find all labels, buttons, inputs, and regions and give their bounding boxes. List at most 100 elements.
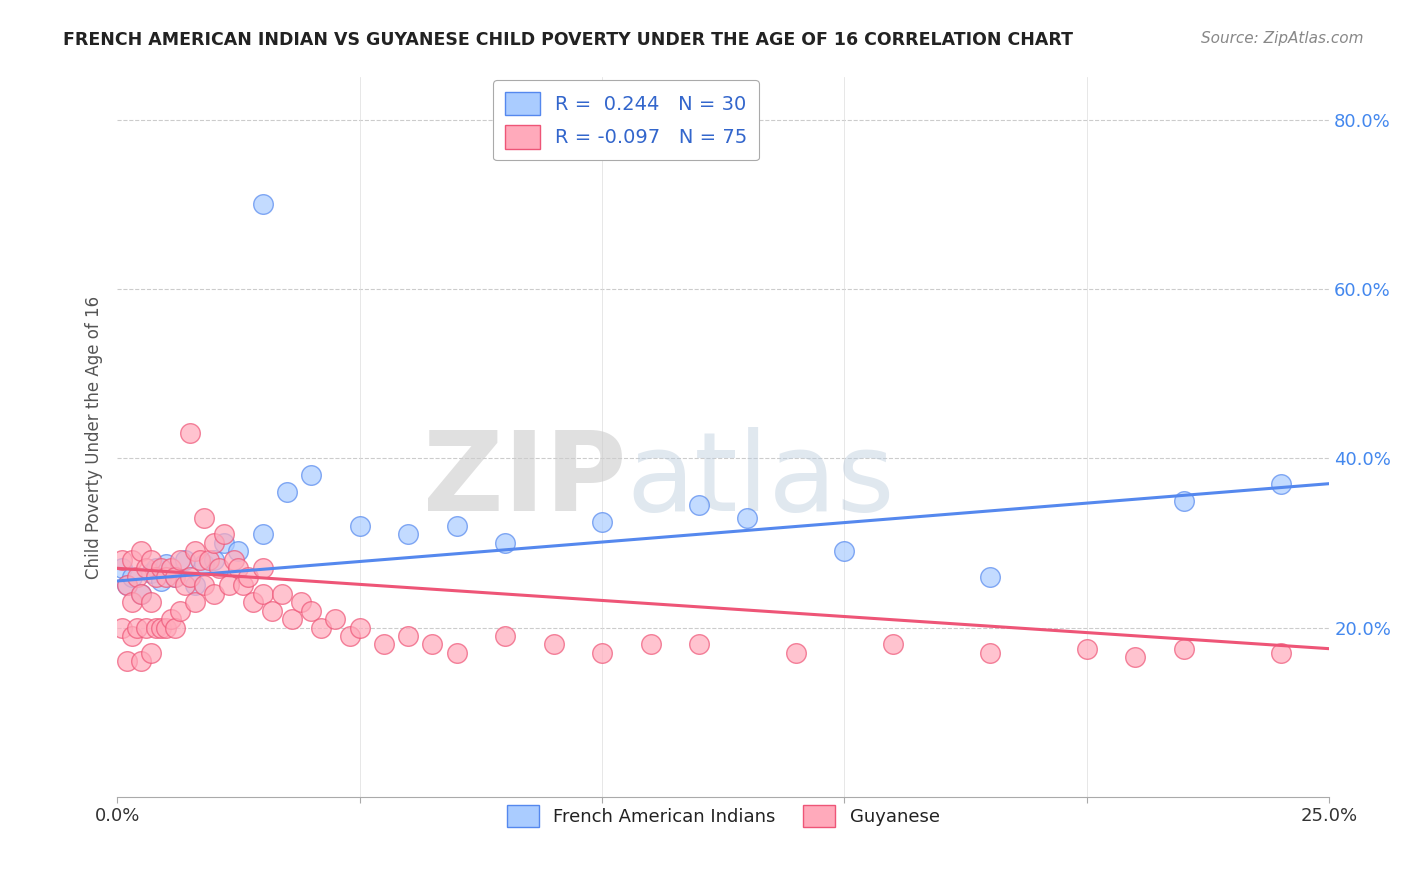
Point — [785, 646, 807, 660]
Point — [202, 536, 225, 550]
Point — [135, 561, 157, 575]
Point — [135, 621, 157, 635]
Point — [299, 468, 322, 483]
Point — [640, 637, 662, 651]
Point — [111, 561, 134, 575]
Point — [1270, 476, 1292, 491]
Point — [155, 570, 177, 584]
Point — [169, 604, 191, 618]
Point — [299, 604, 322, 618]
Point — [139, 595, 162, 609]
Point — [131, 544, 153, 558]
Point — [446, 519, 468, 533]
Point — [276, 485, 298, 500]
Point — [834, 544, 856, 558]
Point — [1173, 641, 1195, 656]
Point — [309, 621, 332, 635]
Point — [252, 587, 274, 601]
Point — [145, 561, 167, 575]
Point — [111, 621, 134, 635]
Point — [1173, 493, 1195, 508]
Point — [396, 629, 419, 643]
Point — [115, 578, 138, 592]
Point — [396, 527, 419, 541]
Point — [446, 646, 468, 660]
Point — [882, 637, 904, 651]
Point — [252, 527, 274, 541]
Point — [169, 553, 191, 567]
Point — [145, 621, 167, 635]
Point — [222, 553, 245, 567]
Point — [193, 557, 215, 571]
Point — [242, 595, 264, 609]
Point — [188, 553, 211, 567]
Point — [1076, 641, 1098, 656]
Point — [198, 553, 221, 567]
Point — [139, 553, 162, 567]
Point — [174, 553, 197, 567]
Point — [373, 637, 395, 651]
Point — [179, 425, 201, 440]
Point — [979, 646, 1001, 660]
Point — [262, 604, 284, 618]
Point — [131, 587, 153, 601]
Point — [271, 587, 294, 601]
Point — [165, 570, 187, 584]
Point — [202, 553, 225, 567]
Point — [349, 621, 371, 635]
Point — [149, 561, 172, 575]
Point — [1123, 650, 1146, 665]
Point — [139, 566, 162, 580]
Point — [737, 510, 759, 524]
Point — [159, 612, 181, 626]
Point — [145, 570, 167, 584]
Point — [111, 553, 134, 567]
Text: atlas: atlas — [626, 426, 894, 533]
Point — [688, 637, 710, 651]
Point — [184, 595, 207, 609]
Point — [121, 570, 143, 584]
Point — [115, 578, 138, 592]
Legend: French American Indians, Guyanese: French American Indians, Guyanese — [499, 798, 948, 835]
Point — [252, 197, 274, 211]
Point — [155, 621, 177, 635]
Point — [193, 578, 215, 592]
Point — [228, 544, 250, 558]
Point — [155, 557, 177, 571]
Point — [125, 570, 148, 584]
Point — [339, 629, 361, 643]
Point — [212, 527, 235, 541]
Point — [212, 536, 235, 550]
Point — [494, 629, 516, 643]
Point — [184, 544, 207, 558]
Point — [121, 553, 143, 567]
Point — [131, 654, 153, 668]
Point — [1270, 646, 1292, 660]
Point — [688, 498, 710, 512]
Point — [591, 515, 613, 529]
Point — [494, 536, 516, 550]
Point — [149, 621, 172, 635]
Point — [420, 637, 443, 651]
Point — [208, 561, 231, 575]
Point — [543, 637, 565, 651]
Point — [131, 587, 153, 601]
Point — [179, 570, 201, 584]
Point — [202, 587, 225, 601]
Text: ZIP: ZIP — [423, 426, 626, 533]
Point — [121, 629, 143, 643]
Text: FRENCH AMERICAN INDIAN VS GUYANESE CHILD POVERTY UNDER THE AGE OF 16 CORRELATION: FRENCH AMERICAN INDIAN VS GUYANESE CHILD… — [63, 31, 1073, 49]
Point — [115, 654, 138, 668]
Point — [159, 561, 181, 575]
Point — [165, 621, 187, 635]
Point — [349, 519, 371, 533]
Text: Source: ZipAtlas.com: Source: ZipAtlas.com — [1201, 31, 1364, 46]
Point — [236, 570, 259, 584]
Point — [325, 612, 347, 626]
Point — [193, 510, 215, 524]
Point — [121, 595, 143, 609]
Point — [149, 574, 172, 588]
Point — [184, 578, 207, 592]
Point — [218, 578, 240, 592]
Point — [174, 578, 197, 592]
